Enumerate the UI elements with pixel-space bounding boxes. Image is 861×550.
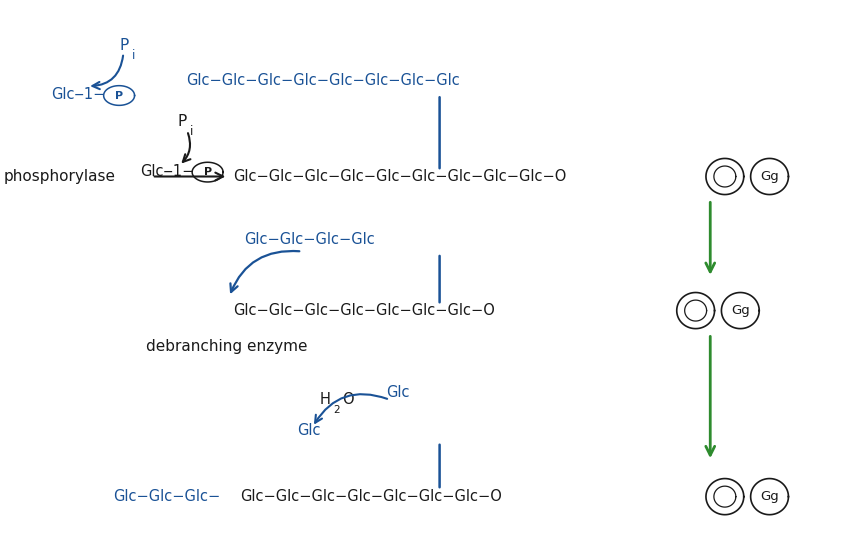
Text: i: i (189, 125, 193, 138)
Text: Glc−Glc−Glc−Glc−Glc−Glc−Glc−Glc−Glc−O: Glc−Glc−Glc−Glc−Glc−Glc−Glc−Glc−Glc−O (233, 169, 566, 184)
Text: 2: 2 (332, 405, 339, 415)
Text: Glc−Glc−Glc−Glc−Glc−Glc−Glc−O: Glc−Glc−Glc−Glc−Glc−Glc−Glc−O (240, 489, 502, 504)
Text: Glc−Glc−Glc−Glc−Glc−Glc−Glc−Glc: Glc−Glc−Glc−Glc−Glc−Glc−Glc−Glc (186, 73, 459, 88)
Text: phosphorylase: phosphorylase (4, 169, 116, 184)
Text: P: P (115, 91, 123, 101)
Text: O: O (341, 392, 353, 407)
Text: Glc: Glc (297, 424, 320, 438)
Text: P: P (120, 37, 129, 53)
Text: Gg: Gg (759, 170, 778, 183)
Text: i: i (132, 48, 135, 62)
Text: Glc−Glc−Glc−Glc: Glc−Glc−Glc−Glc (244, 232, 374, 247)
Text: Glc−Glc−Glc−Glc−Glc−Glc−Glc−O: Glc−Glc−Glc−Glc−Glc−Glc−Glc−O (233, 303, 495, 318)
Text: Glc−Glc−Glc−: Glc−Glc−Glc− (113, 489, 220, 504)
Text: Glc: Glc (386, 385, 409, 400)
Text: debranching enzyme: debranching enzyme (146, 339, 307, 354)
Text: Gg: Gg (759, 490, 778, 503)
Text: Gg: Gg (730, 304, 749, 317)
Text: Glc‒1−: Glc‒1− (51, 87, 106, 102)
Text: Glc‒1−: Glc‒1− (140, 163, 195, 179)
Text: P: P (177, 114, 187, 129)
Text: H: H (319, 392, 330, 407)
Text: P: P (203, 167, 212, 177)
